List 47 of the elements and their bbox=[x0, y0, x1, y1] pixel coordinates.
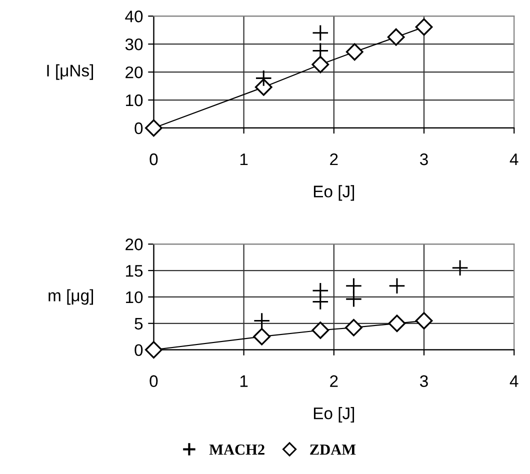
point bbox=[345, 290, 362, 308]
point bbox=[312, 24, 329, 42]
y-tick-label: 20 bbox=[126, 66, 143, 78]
point bbox=[254, 78, 272, 96]
x-tick-label: 1 bbox=[240, 375, 248, 387]
point bbox=[387, 28, 405, 46]
x-tick-label: 3 bbox=[420, 375, 428, 388]
point bbox=[345, 277, 362, 294]
y-axis-title: I [μNs] bbox=[47, 64, 94, 80]
x-tick-label: 4 bbox=[510, 154, 518, 166]
y-tick-label: 15 bbox=[126, 265, 143, 277]
y-tick-label: 5 bbox=[134, 318, 143, 330]
legend-label: ZDAM bbox=[310, 444, 356, 455]
point bbox=[145, 119, 162, 137]
x-axis-title: Eo [J] bbox=[314, 185, 354, 201]
point bbox=[388, 314, 406, 332]
y-tick-label: 10 bbox=[126, 94, 143, 106]
point bbox=[253, 312, 270, 330]
x-tick-label: 0 bbox=[150, 375, 158, 388]
x-tick-label: 3 bbox=[420, 153, 428, 166]
point bbox=[415, 312, 433, 330]
x-axis-title: Eo [J] bbox=[314, 407, 354, 423]
y-tick-label: 10 bbox=[126, 291, 143, 304]
legend-label: MACH2 bbox=[209, 444, 264, 455]
point bbox=[312, 42, 329, 60]
x-tick-label: 0 bbox=[150, 153, 158, 166]
y-tick-label: 20 bbox=[126, 238, 143, 250]
x-tick-label: 2 bbox=[330, 153, 338, 166]
y-tick-label: 30 bbox=[125, 38, 143, 50]
point bbox=[346, 43, 364, 61]
x-tick-label: 4 bbox=[510, 375, 518, 387]
point bbox=[452, 259, 468, 276]
point bbox=[312, 322, 330, 339]
y-tick-label: 0 bbox=[134, 122, 143, 134]
y-tick-label: 40 bbox=[125, 10, 143, 22]
point bbox=[415, 18, 433, 36]
point bbox=[345, 318, 362, 336]
point bbox=[312, 293, 329, 310]
x-tick-label: 2 bbox=[330, 375, 338, 387]
point bbox=[145, 341, 162, 359]
point bbox=[255, 70, 272, 87]
y-tick-label: 0 bbox=[134, 344, 143, 356]
y-axis-title: m [μg] bbox=[48, 289, 94, 305]
point bbox=[312, 56, 330, 74]
x-tick-label: 1 bbox=[240, 154, 248, 166]
point bbox=[253, 328, 271, 346]
point bbox=[388, 277, 406, 294]
